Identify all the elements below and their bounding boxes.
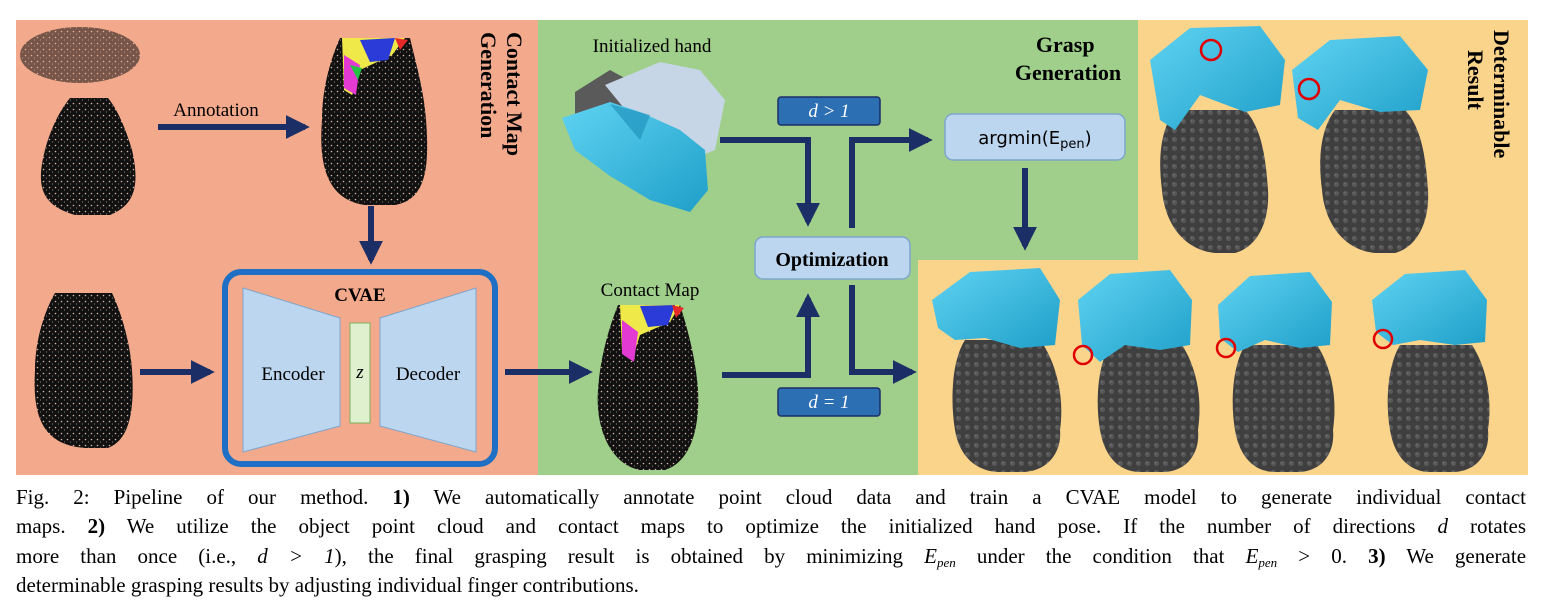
contact-map-vase [597,305,699,470]
caption-math-sub: pen [1258,555,1278,570]
penetration-circle [1297,77,1321,101]
initialized-hand-label: Initialized hand [593,36,712,57]
caption-math-e: E [924,544,937,568]
caption-text: ), the final grasping result is obtained… [334,544,925,568]
optimization-label: Optimization [775,249,888,271]
caption-text: > 0. [1277,544,1369,568]
caption-num-3: 3) [1368,544,1386,568]
pipeline-figure: Contact Map Generation Grasp Generation … [16,20,1528,475]
lower-result-4 [1372,270,1490,472]
lower-result-1 [932,268,1062,472]
caption-line-2: maps. 2) We utilize the object point clo… [16,513,1526,539]
caption-num-1: 1) [392,485,410,509]
lower-result-3 [1215,272,1335,472]
vase-point-cloud [20,27,140,215]
encoder-label: Encoder [261,364,325,385]
d-gt-1-box [777,96,881,126]
argmin-box [944,113,1126,161]
penetration-circle [1199,38,1223,62]
d-gt-1-label: d > 1 [808,101,849,122]
arrow-optimization-to-argmin [849,128,933,228]
input-vase-point-cloud [34,293,133,448]
caption-math-e: E [1245,544,1259,568]
decoder-label: Decoder [396,364,461,385]
caption-text: under the condition that [955,544,1246,568]
penetration-circle [1372,328,1394,350]
arrow-optimization-to-results [849,285,917,384]
annotated-vase [321,38,428,205]
cvae-box [222,269,498,467]
optimization-box [754,236,911,280]
upper-result-2 [1292,36,1429,253]
caption-line-1: Fig. 2: Pipeline of our method. 1) We au… [16,484,1526,510]
caption-num-2: 2) [87,514,106,538]
caption-line-4: determinable grasping results by adjusti… [16,572,1526,598]
stage-title-determinable: Determinable Result [1463,30,1514,164]
caption-fig-label: Fig. 2: Pipeline of our method. [16,485,393,509]
latent-z-label: z [355,362,364,383]
caption-line-3: more than once (i.e., d > 1), the final … [16,543,1526,576]
penetration-circle [1072,344,1094,366]
caption-math-d: d [1437,514,1448,538]
initialized-hand-mesh [562,62,725,212]
lower-result-2 [1072,270,1200,472]
caption-text: more than once (i.e., [16,544,258,568]
caption-text: determinable grasping results by adjusti… [16,573,639,597]
caption-math-sub: pen [936,555,956,570]
encoder-block [242,287,341,453]
caption-text: maps. [16,514,88,538]
penetration-circle [1215,337,1237,359]
stage-title-contact-map: Contact Map Generation [476,32,527,162]
upper-result-1 [1150,26,1285,253]
caption-text: rotates [1447,514,1526,538]
annotation-label: Annotation [173,100,259,121]
arrow-contact-to-optimization [722,293,820,378]
arrow-hand-to-optimization [720,137,820,227]
argmin-label: argmin(Epen) [978,128,1091,152]
contact-map-label: Contact Map [601,280,700,301]
d-eq-1-box [777,387,881,417]
caption-text: We utilize the object point cloud and co… [105,514,1438,538]
caption-text: We automatically annotate point cloud da… [409,485,1526,509]
d-eq-1-label: d = 1 [808,392,849,413]
caption-text: We generate [1385,544,1527,568]
cvae-title: CVAE [334,285,385,306]
latent-z-block [349,322,371,424]
decoder-block [379,287,477,453]
caption-math-cond: d > 1 [257,544,335,568]
stage-title-grasp: Grasp Generation [1015,32,1121,85]
